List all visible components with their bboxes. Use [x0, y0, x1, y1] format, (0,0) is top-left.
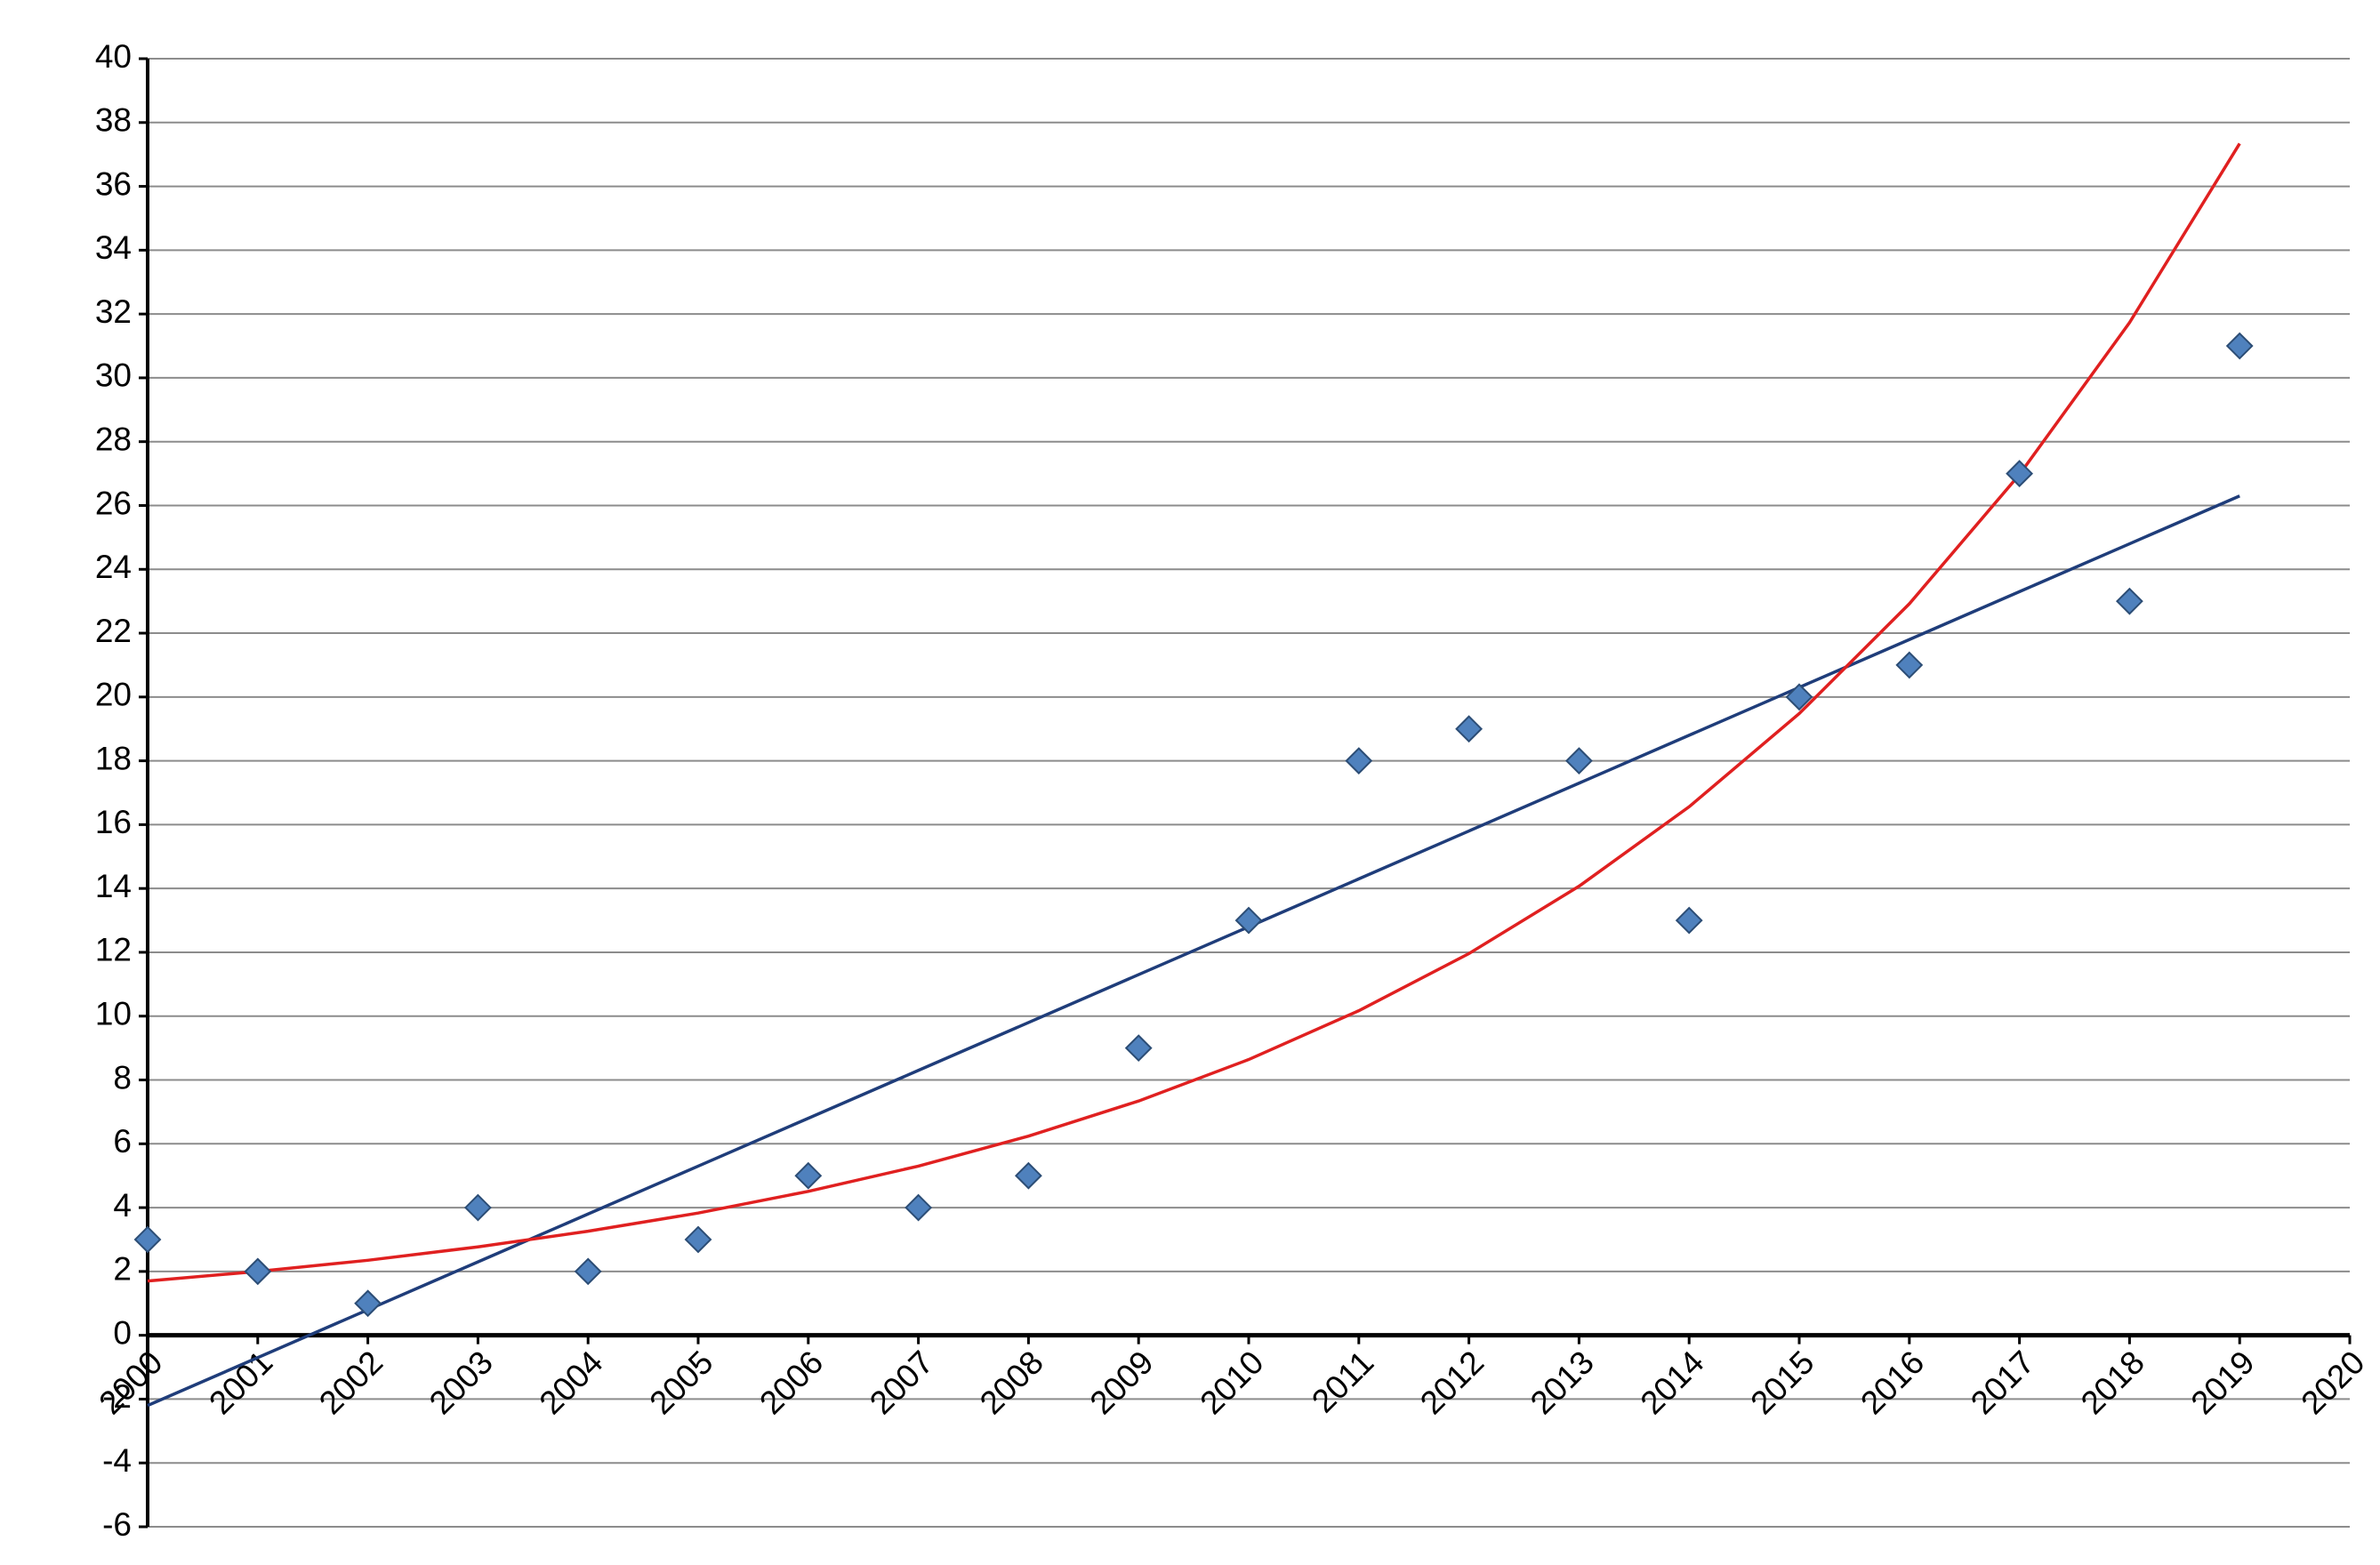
y-tick-label: -2 [102, 1378, 132, 1415]
x-tick-label: 2002 [312, 1344, 390, 1421]
data-point [905, 1193, 933, 1222]
y-tick-label: 30 [95, 357, 132, 394]
x-tick-label: 2011 [1305, 1344, 1380, 1419]
data-point [244, 1257, 272, 1286]
data-point [794, 1161, 823, 1190]
x-tick-label: 2016 [1853, 1344, 1931, 1421]
y-tick-label: 16 [95, 804, 132, 840]
x-tick-label: 2001 [202, 1344, 279, 1421]
y-tick-label: -4 [102, 1442, 132, 1479]
data-point [463, 1193, 492, 1222]
y-tick-label: 14 [95, 868, 132, 904]
data-point [2225, 332, 2254, 360]
data-point [1345, 747, 1373, 775]
data-point [1455, 715, 1483, 743]
data-point [684, 1225, 712, 1254]
data-point [1234, 906, 1263, 935]
y-tick-label: 18 [95, 740, 132, 776]
data-point [574, 1257, 602, 1286]
y-tick-label: 34 [95, 229, 132, 266]
y-tick-label: 8 [113, 1059, 132, 1096]
x-tick-label: 2017 [1964, 1344, 2041, 1421]
x-tick-label: 2006 [752, 1344, 830, 1421]
y-tick-label: 26 [95, 485, 132, 521]
data-point [133, 1225, 162, 1254]
x-tick-label: 2008 [973, 1344, 1050, 1421]
y-tick-label: 12 [95, 932, 132, 968]
y-tick-label: 40 [95, 38, 132, 75]
data-point [1014, 1161, 1042, 1190]
x-tick-label: 2019 [2184, 1344, 2262, 1421]
y-tick-label: 32 [95, 293, 132, 330]
data-point [1895, 651, 1924, 679]
x-tick-label: 2018 [2074, 1344, 2151, 1421]
x-tick-label: 2007 [863, 1344, 940, 1421]
y-tick-label: 10 [95, 996, 132, 1032]
x-tick-label: 2004 [533, 1344, 610, 1421]
trend-line [147, 494, 2240, 1408]
data-point [2006, 460, 2034, 488]
data-point [1785, 683, 1813, 711]
x-tick-label: 2012 [1413, 1344, 1491, 1421]
y-tick-label: 20 [95, 677, 132, 713]
y-tick-label: 2 [113, 1251, 132, 1288]
x-tick-label: 2015 [1743, 1344, 1821, 1421]
x-tick-label: 2003 [422, 1344, 500, 1421]
data-point [354, 1289, 382, 1318]
trend-line [147, 142, 2241, 1283]
y-tick-label: 24 [95, 549, 132, 585]
data-point [2115, 587, 2143, 615]
x-tick-label: 2010 [1193, 1344, 1270, 1421]
y-tick-label: 22 [95, 613, 132, 649]
x-tick-label: 2005 [642, 1344, 720, 1421]
y-tick-label: 38 [95, 102, 132, 139]
y-tick-label: -6 [102, 1506, 132, 1543]
y-tick-label: 28 [95, 421, 132, 457]
x-tick-label: 2014 [1634, 1344, 1711, 1421]
y-tick-label: 6 [113, 1123, 132, 1160]
data-point [1675, 906, 1703, 935]
y-tick-label: 36 [95, 165, 132, 202]
x-tick-label: 2020 [2294, 1344, 2371, 1421]
y-tick-label: 0 [113, 1314, 132, 1351]
x-tick-label: 2013 [1524, 1344, 1601, 1421]
data-point [1564, 747, 1593, 775]
data-point [1124, 1034, 1153, 1063]
x-tick-label: 2009 [1083, 1344, 1161, 1421]
y-tick-label: 4 [113, 1187, 132, 1224]
